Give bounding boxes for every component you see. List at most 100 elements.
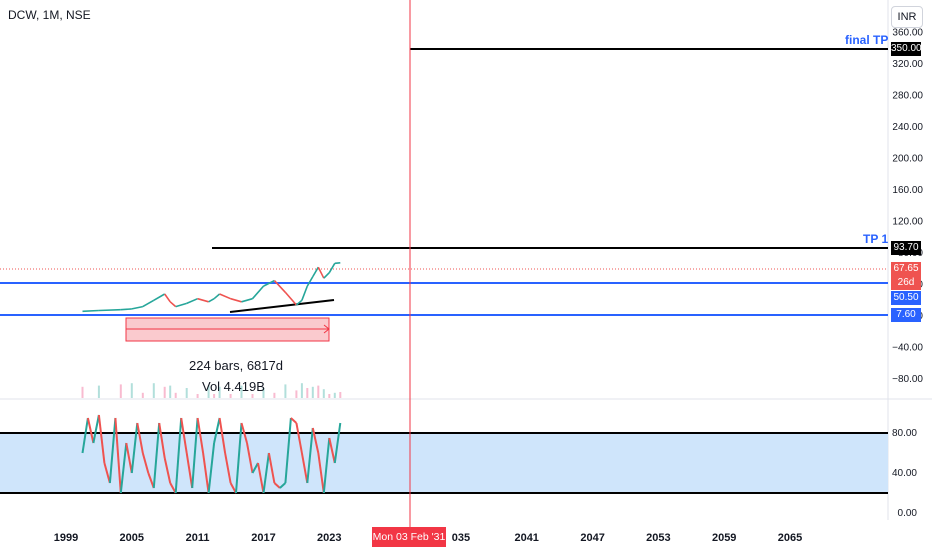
price-segment [164, 293, 171, 303]
volume-bar [311, 386, 314, 398]
oscillator-segment [152, 422, 161, 489]
price-tick-label: 120.00 [892, 217, 923, 228]
oscillator-segment [213, 417, 221, 444]
price-segment [142, 299, 155, 308]
price-tick-label: 160.00 [892, 185, 923, 196]
oscillator-segment [229, 482, 237, 494]
volume-bar [262, 388, 265, 398]
volume-bar [130, 383, 133, 398]
volume-bar [295, 390, 298, 398]
time-tick-label: 2059 [712, 532, 736, 544]
volume-bar [207, 385, 210, 398]
price-segment [219, 293, 231, 300]
crosshair-date-label: Mon 03 Feb '31 [372, 527, 446, 547]
price-segment [208, 298, 215, 303]
volume-bar [213, 394, 216, 398]
volume-bar [240, 385, 243, 398]
price-segment [284, 291, 298, 306]
oscillator-segment [273, 482, 281, 489]
price-tick-label: −40.00 [892, 343, 923, 354]
volume-bar [273, 392, 276, 398]
price-series [82, 262, 341, 313]
price-segment [241, 297, 253, 303]
time-tick-label: 2053 [646, 532, 670, 544]
volume-bar [229, 394, 232, 398]
oscillator-segment [333, 422, 342, 464]
oscillator-axis[interactable]: 80.00 40.00 0.00 [892, 428, 917, 519]
oscillator-segment [246, 442, 254, 474]
time-tick-label: 1999 [54, 532, 78, 544]
last-price-tag: 67.65 [891, 262, 921, 276]
oscillator-tick-label: 40.00 [892, 468, 917, 479]
price-segment [312, 266, 319, 278]
oscillator-segment [125, 442, 133, 474]
price-tick-label: 240.00 [892, 122, 923, 133]
oscillator-segment [300, 452, 309, 484]
price-segment [98, 308, 121, 312]
price-segment [213, 293, 221, 300]
price-segment [306, 276, 314, 287]
volume-bar [322, 389, 325, 398]
oscillator-segment [163, 457, 172, 484]
volume-bar [81, 386, 84, 398]
price-segment [323, 272, 330, 279]
oscillator-segment [103, 462, 111, 484]
price-segment [131, 305, 143, 310]
oscillator-segment [218, 417, 227, 454]
currency-button[interactable]: INR [891, 6, 923, 28]
oscillator-segment [240, 422, 248, 444]
volume-bar [174, 392, 177, 398]
price-segment [82, 309, 99, 313]
price-segment [153, 293, 166, 301]
oscillator-segment [207, 442, 216, 494]
oscillator-segment [119, 442, 128, 494]
price-segment [251, 285, 265, 300]
oscillator-segment [224, 452, 232, 484]
tp1-label: TP 1 [863, 232, 889, 246]
oscillator-band [0, 433, 888, 493]
price-tick-label: 320.00 [892, 59, 923, 70]
symbol-title[interactable]: DCW, 1M, NSE [8, 8, 91, 22]
volume-bars [81, 383, 342, 398]
volume-bar [306, 388, 309, 398]
time-tick-label: 2023 [317, 532, 341, 544]
time-tick-label: 2005 [120, 532, 144, 544]
time-tick-label: 2041 [514, 532, 538, 544]
measure-bars-label: 224 bars, 6817d [189, 358, 283, 373]
price-segment [301, 285, 309, 301]
oscillator-segment [202, 452, 210, 494]
price-tick-label: 200.00 [892, 154, 923, 165]
oscillator-segment [130, 422, 139, 474]
price-segment [263, 279, 275, 287]
price-segment [120, 308, 132, 311]
volume-bar [333, 392, 336, 398]
volume-bar [339, 392, 342, 398]
oscillator-segment [174, 417, 183, 494]
oscillator-segment [306, 427, 314, 484]
volume-bar [196, 394, 199, 398]
measure-arrowhead [323, 324, 330, 334]
time-axis[interactable]: 1999 2005 2011 2017 2023 035 2041 2047 2053 2059 2… [54, 532, 802, 544]
oscillator-segment [328, 437, 336, 464]
oscillator-segment [279, 482, 287, 489]
final-tp-tag: 350.00 [891, 42, 922, 56]
oscillator-segment [311, 427, 320, 454]
price-axis[interactable]: 360.00 320.00 280.00 240.00 200.00 160.00 120.… [892, 28, 923, 385]
final-tp-label: final TP [845, 33, 889, 47]
price-segment [334, 262, 341, 265]
oscillator-segment [86, 417, 95, 444]
volume-bar [119, 384, 122, 398]
oscillator-series [81, 414, 342, 494]
trend-line[interactable] [229, 299, 335, 313]
time-tick-label: 035 [452, 532, 470, 544]
volume-bar [284, 384, 287, 398]
volume-bar [141, 392, 144, 398]
measure-vol-label: Vol 4.419B [202, 379, 265, 394]
volume-bar [251, 394, 254, 398]
oscillator-segment [257, 462, 265, 494]
blue-lower-tag: 7.60 [891, 308, 921, 322]
price-tick-label: 280.00 [892, 91, 923, 102]
countdown-tag: 26d 0h [891, 276, 921, 302]
oscillator-segment [92, 414, 100, 444]
